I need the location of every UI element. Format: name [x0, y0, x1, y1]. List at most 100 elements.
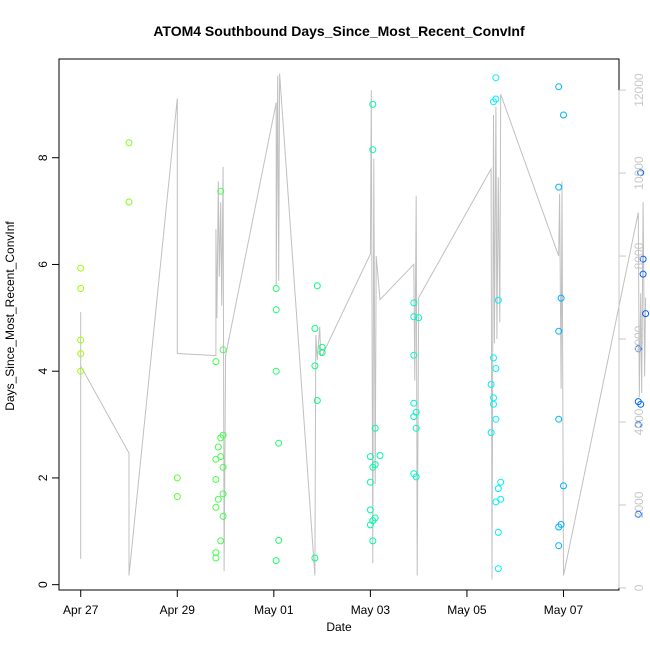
- right-tick-label: 0: [632, 584, 646, 591]
- data-point: [219, 346, 227, 354]
- data-point: [492, 415, 500, 423]
- data-point: [366, 478, 374, 486]
- data-point: [560, 482, 567, 490]
- data-point: [639, 255, 647, 263]
- data-point: [212, 554, 220, 562]
- data-point: [371, 461, 379, 469]
- data-point: [555, 415, 563, 423]
- data-point: [366, 506, 374, 514]
- x-tick-label: May 01: [254, 603, 294, 617]
- data-point: [415, 314, 423, 322]
- x-tick-label: Apr 29: [160, 603, 196, 617]
- data-point: [555, 542, 563, 550]
- data-point: [125, 139, 133, 147]
- data-point: [366, 453, 374, 461]
- data-point: [212, 503, 220, 511]
- data-point: [217, 453, 225, 461]
- data-point: [77, 367, 85, 375]
- data-point: [219, 490, 227, 498]
- data-point: [219, 463, 227, 471]
- data-point: [634, 345, 642, 353]
- data-point: [494, 565, 502, 573]
- data-point: [173, 493, 181, 501]
- data-point: [410, 399, 418, 407]
- y-tick-label: 4: [36, 368, 50, 375]
- data-point: [212, 549, 220, 557]
- data-point: [275, 536, 283, 544]
- data-point: [272, 367, 280, 375]
- data-point: [487, 429, 495, 437]
- y-tick-label: 0: [36, 581, 50, 588]
- data-point: [272, 306, 280, 314]
- data-point: [494, 528, 502, 536]
- data-point: [313, 397, 321, 404]
- data-point: [212, 358, 220, 366]
- right-axis-series-line: [80, 73, 647, 580]
- x-tick-label: May 03: [351, 603, 391, 617]
- data-point: [173, 474, 181, 482]
- data-point: [214, 495, 222, 503]
- data-point: [490, 354, 497, 362]
- data-point: [410, 313, 418, 321]
- data-point: [637, 400, 645, 408]
- x-tick-label: Apr 27: [63, 603, 99, 617]
- data-point: [410, 351, 418, 359]
- data-point: [412, 408, 420, 416]
- data-point: [492, 365, 500, 372]
- data-point: [410, 299, 418, 307]
- data-point: [555, 83, 563, 91]
- data-point: [637, 169, 645, 177]
- data-point: [487, 381, 495, 388]
- data-point: [555, 327, 563, 335]
- data-point: [369, 537, 377, 545]
- y-axis-label: Days_Since_Most_Recent_ConvInf: [3, 221, 17, 411]
- data-point: [311, 362, 319, 370]
- right-tick-label: 10000: [632, 156, 646, 190]
- data-point: [77, 285, 85, 292]
- data-point: [371, 424, 379, 432]
- right-tick-label: 6000: [632, 325, 646, 352]
- data-point: [494, 296, 502, 304]
- data-point: [492, 95, 500, 103]
- data-point: [77, 350, 85, 358]
- data-point: [412, 424, 420, 432]
- right-tick-label: 8000: [632, 242, 646, 269]
- right-tick-label: 4000: [632, 408, 646, 435]
- data-point: [497, 478, 505, 486]
- data-point: [490, 400, 497, 408]
- data-point: [497, 495, 505, 503]
- data-point: [642, 310, 650, 318]
- data-point: [217, 537, 225, 545]
- data-point: [634, 510, 642, 518]
- data-point: [272, 285, 280, 292]
- data-point: [272, 557, 280, 565]
- y-tick-label: 2: [36, 474, 50, 481]
- data-point: [557, 294, 565, 302]
- data-point: [318, 349, 326, 356]
- data-point: [376, 452, 384, 459]
- plot-layer: Apr 27 Apr 29 May 01 May 03 May 05 May 07 0 2 4 6…: [36, 58, 650, 617]
- data-point: [219, 512, 227, 520]
- data-point: [313, 282, 321, 290]
- data-point: [369, 146, 377, 154]
- data-point: [639, 270, 647, 278]
- data-point: [217, 187, 225, 195]
- data-point: [212, 476, 220, 483]
- data-point: [557, 520, 565, 528]
- data-point: [311, 325, 319, 332]
- data-point: [318, 343, 326, 351]
- data-point: [369, 100, 377, 108]
- chart-title: ATOM4 Southbound Days_Since_Most_Recent_…: [153, 23, 525, 39]
- data-point: [77, 336, 85, 344]
- data-point: [214, 443, 222, 451]
- right-tick-label: 12000: [632, 73, 646, 107]
- data-point: [77, 264, 85, 272]
- data-point: [560, 111, 567, 119]
- data-point: [311, 554, 319, 562]
- y-tick-label: 6: [36, 261, 50, 268]
- data-point: [412, 473, 420, 481]
- x-tick-label: May 05: [447, 603, 487, 617]
- x-axis-label: Date: [326, 620, 352, 634]
